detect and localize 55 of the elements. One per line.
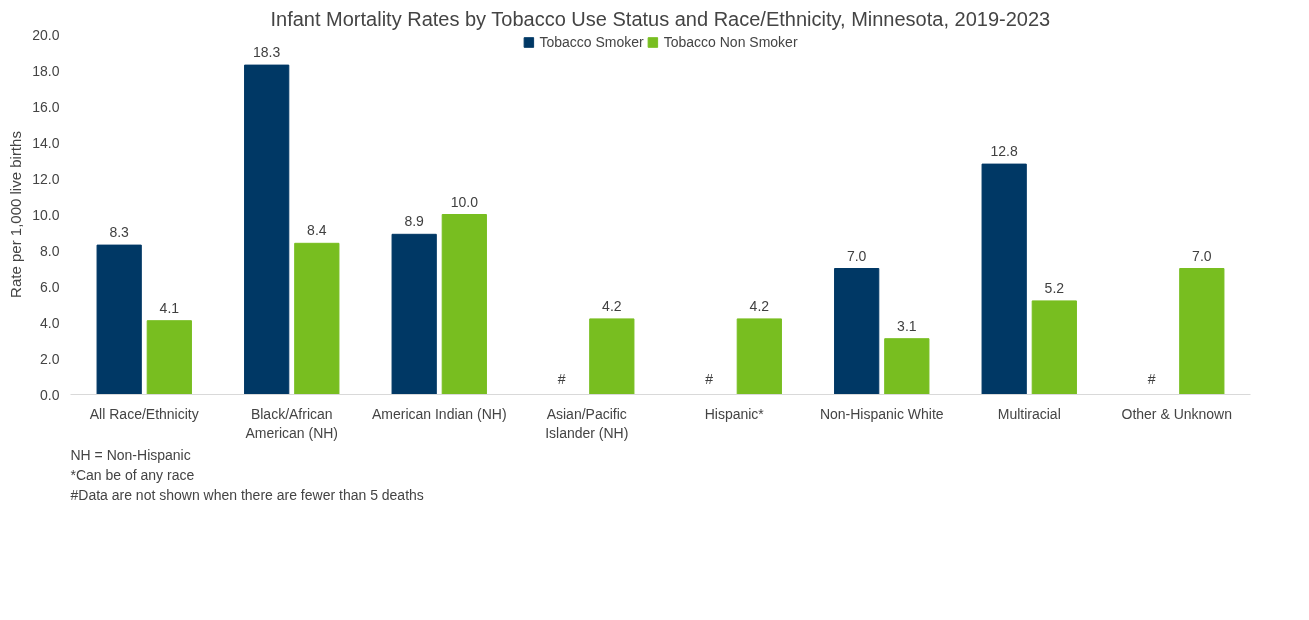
text: #Data are not shown when there are fewer than 5 deaths <box>70 486 424 503</box>
data-label: 8.9 <box>404 213 425 230</box>
bar <box>589 318 635 395</box>
x-tick-label: All Race/Ethnicity <box>89 405 199 422</box>
bar <box>736 318 782 395</box>
data-label: 8.4 <box>307 222 327 239</box>
bar <box>96 244 142 395</box>
bar <box>884 338 930 395</box>
bar <box>1179 268 1225 395</box>
text: # <box>1147 370 1156 387</box>
y-tick-label: 20.0 <box>32 26 60 43</box>
x-tick-label: Other & Unknown <box>1121 405 1232 422</box>
y-tick-label: 12.0 <box>32 170 60 187</box>
x-tick-label: American Indian (NH) <box>371 405 507 422</box>
x-tick-label: Black/African American (NH) <box>245 405 339 441</box>
text: *Can be of any race <box>70 466 195 483</box>
data-label: 5.2 <box>1044 279 1065 296</box>
data-label: 3.1 <box>897 317 917 334</box>
y-tick-label: 16.0 <box>32 98 60 115</box>
bar <box>244 64 290 395</box>
data-label: 4.1 <box>159 299 180 316</box>
text: # <box>705 370 714 387</box>
y-tick-label: 0.0 <box>40 386 60 403</box>
data-label: 12.8 <box>990 143 1019 160</box>
bar <box>146 320 192 395</box>
x-tick-label: Multiracial <box>997 405 1061 422</box>
text: # <box>557 370 566 387</box>
data-label: 7.0 <box>846 247 867 264</box>
y-tick-label: 8.0 <box>40 242 60 259</box>
y-axis-title: Rate per 1,000 live births <box>7 131 25 298</box>
y-tick-label: 18.0 <box>32 62 60 79</box>
data-label: 7.0 <box>1192 247 1212 264</box>
data-label: 18.3 <box>253 44 281 61</box>
data-label: 4.2 <box>749 297 770 314</box>
bar <box>834 268 880 395</box>
bar <box>1031 300 1077 395</box>
y-tick-label: 6.0 <box>40 278 60 295</box>
bar <box>981 163 1027 395</box>
y-tick-label: 10.0 <box>32 206 60 223</box>
x-tick-label: Non-Hispanic White <box>819 405 944 422</box>
x-tick-label: Hispanic* <box>704 405 765 422</box>
data-label: 10.0 <box>450 193 479 210</box>
legend-label: Tobacco Smoker <box>539 34 644 50</box>
text: NH = Non-Hispanic <box>70 446 191 463</box>
y-tick-label: 4.0 <box>40 314 60 331</box>
bar <box>441 214 487 395</box>
y-tick-label: 2.0 <box>40 350 60 367</box>
chart-title: Infant Mortality Rates by Tobacco Use Status and Race/Ethnicity, Minnesota, 2019-2023 <box>270 7 1051 30</box>
bar <box>294 242 340 395</box>
data-label: 4.2 <box>602 297 622 314</box>
legend-label: Tobacco Non Smoker <box>663 34 798 50</box>
bar <box>391 233 437 395</box>
x-tick-label: Asian/Pacific Islander (NH) <box>545 405 629 441</box>
data-label: 8.3 <box>109 224 130 241</box>
y-tick-label: 14.0 <box>32 134 60 151</box>
